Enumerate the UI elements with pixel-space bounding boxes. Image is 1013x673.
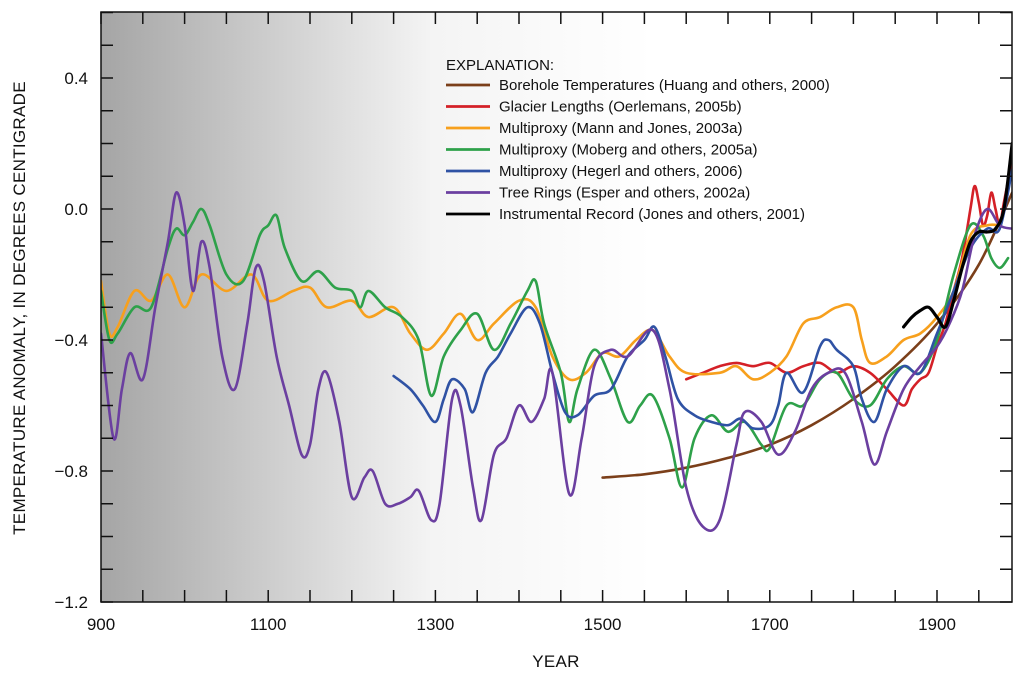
series-line-borehole-temperatures-huang	[601, 191, 1012, 479]
y-tick-label: 0.4	[64, 69, 88, 88]
axis-ticks: 0.4 0.0 −0.4 −0.8 −1.2 900 1100 1300 1500 1700 190…	[54, 11, 1012, 634]
x-axis-title: YEAR	[532, 652, 580, 671]
legend-label: Glacier Lengths (Oerlemans, 2005b)	[499, 99, 742, 116]
series-line-tree-rings-esper	[101, 191, 1012, 532]
legend-items: Borehole Temperatures (Huang and others,…	[446, 77, 830, 223]
series-line-multiproxy-hegerl-and	[392, 168, 1012, 431]
x-tick-label: 1300	[416, 615, 454, 634]
legend-label: Multiproxy (Mann and Jones, 2003a)	[499, 120, 742, 137]
series-line-instrumental-record-jones	[902, 141, 1012, 329]
series-line-glacier-lengths-oerlemans	[684, 158, 1012, 407]
legend: EXPLANATION: Borehole Temperatures (Huan…	[446, 57, 830, 223]
legend-label: Tree Rings (Esper and others, 2002a)	[499, 185, 750, 202]
legend-title: EXPLANATION:	[446, 57, 554, 74]
series-line-multiproxy-moberg-and	[101, 207, 1010, 489]
y-tick-label: −1.2	[54, 593, 88, 612]
y-tick-label: −0.8	[54, 462, 88, 481]
y-axis-title: TEMPERATURE ANOMALY, IN DEGREES CENTIGRA…	[10, 81, 29, 535]
x-tick-label: 1900	[918, 615, 956, 634]
series-group	[101, 141, 1012, 532]
y-tick-label: 0.0	[64, 200, 88, 219]
x-tick-label: 1500	[584, 615, 622, 634]
legend-label: Instrumental Record (Jones and others, 2…	[499, 206, 805, 223]
legend-label: Multiproxy (Moberg and others, 2005a)	[499, 142, 757, 159]
legend-label: Multiproxy (Hegerl and others, 2006)	[499, 163, 742, 180]
x-tick-label: 1100	[250, 615, 287, 634]
legend-label: Borehole Temperatures (Huang and others,…	[499, 77, 830, 94]
plot-background	[101, 12, 653, 602]
x-tick-label: 1700	[751, 615, 789, 634]
x-tick-label: 900	[87, 615, 115, 634]
y-tick-label: −0.4	[54, 331, 88, 350]
